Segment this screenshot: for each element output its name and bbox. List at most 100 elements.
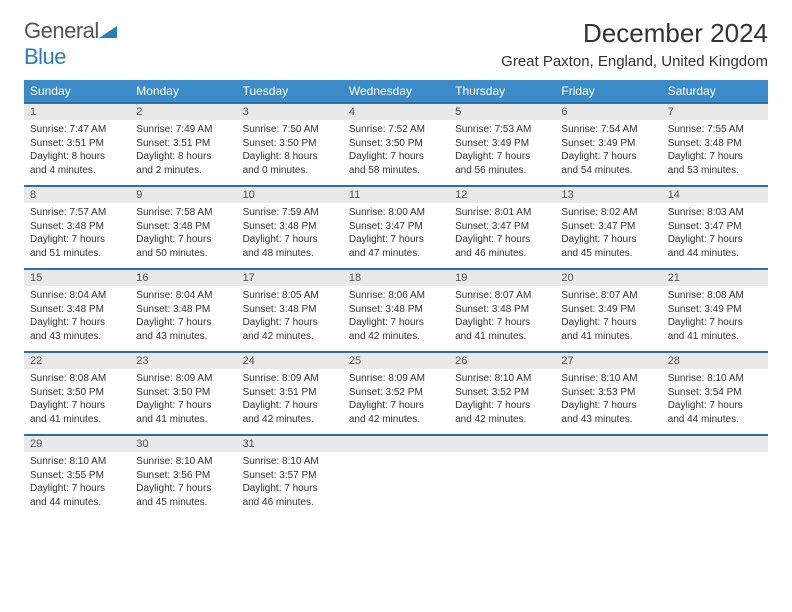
sunrise-text: Sunrise: 8:01 AM — [455, 206, 549, 220]
weekday-header-row: Sunday Monday Tuesday Wednesday Thursday… — [24, 80, 768, 103]
sunset-text: Sunset: 3:48 PM — [136, 303, 230, 317]
sunset-text: Sunset: 3:48 PM — [668, 137, 762, 151]
day-body — [662, 452, 768, 512]
day-body: Sunrise: 8:03 AMSunset: 3:47 PMDaylight:… — [662, 203, 768, 268]
header: General Blue December 2024 Great Paxton,… — [24, 18, 768, 70]
day-cell: 23Sunrise: 8:09 AMSunset: 3:50 PMDayligh… — [130, 352, 236, 435]
daylight-text-2: and 41 minutes. — [561, 330, 655, 344]
daylight-text-2: and 48 minutes. — [243, 247, 337, 261]
sunset-text: Sunset: 3:50 PM — [136, 386, 230, 400]
daylight-text-1: Daylight: 7 hours — [455, 399, 549, 413]
daylight-text-1: Daylight: 7 hours — [243, 482, 337, 496]
day-number: 1 — [24, 104, 130, 120]
daylight-text-1: Daylight: 8 hours — [30, 150, 124, 164]
day-body: Sunrise: 8:10 AMSunset: 3:54 PMDaylight:… — [662, 369, 768, 434]
day-cell: 22Sunrise: 8:08 AMSunset: 3:50 PMDayligh… — [24, 352, 130, 435]
day-cell — [662, 435, 768, 517]
sunrise-text: Sunrise: 8:09 AM — [349, 372, 443, 386]
weekday-header: Wednesday — [343, 80, 449, 103]
sunset-text: Sunset: 3:47 PM — [668, 220, 762, 234]
day-body: Sunrise: 8:09 AMSunset: 3:52 PMDaylight:… — [343, 369, 449, 434]
day-cell: 4Sunrise: 7:52 AMSunset: 3:50 PMDaylight… — [343, 103, 449, 186]
sunset-text: Sunset: 3:47 PM — [561, 220, 655, 234]
sunrise-text: Sunrise: 7:59 AM — [243, 206, 337, 220]
day-body: Sunrise: 8:01 AMSunset: 3:47 PMDaylight:… — [449, 203, 555, 268]
sunset-text: Sunset: 3:47 PM — [349, 220, 443, 234]
day-number: 30 — [130, 436, 236, 452]
sunset-text: Sunset: 3:49 PM — [561, 303, 655, 317]
day-number — [343, 436, 449, 452]
day-cell: 7Sunrise: 7:55 AMSunset: 3:48 PMDaylight… — [662, 103, 768, 186]
sunset-text: Sunset: 3:55 PM — [30, 469, 124, 483]
day-number: 18 — [343, 270, 449, 286]
day-body: Sunrise: 8:08 AMSunset: 3:50 PMDaylight:… — [24, 369, 130, 434]
sunrise-text: Sunrise: 8:05 AM — [243, 289, 337, 303]
day-number: 28 — [662, 353, 768, 369]
day-body: Sunrise: 7:59 AMSunset: 3:48 PMDaylight:… — [237, 203, 343, 268]
day-number: 11 — [343, 187, 449, 203]
day-body: Sunrise: 7:53 AMSunset: 3:49 PMDaylight:… — [449, 120, 555, 185]
daylight-text-2: and 41 minutes. — [668, 330, 762, 344]
daylight-text-2: and 42 minutes. — [349, 413, 443, 427]
sunset-text: Sunset: 3:48 PM — [349, 303, 443, 317]
sunset-text: Sunset: 3:48 PM — [136, 220, 230, 234]
day-cell: 27Sunrise: 8:10 AMSunset: 3:53 PMDayligh… — [555, 352, 661, 435]
day-number: 10 — [237, 187, 343, 203]
day-cell: 28Sunrise: 8:10 AMSunset: 3:54 PMDayligh… — [662, 352, 768, 435]
day-cell: 20Sunrise: 8:07 AMSunset: 3:49 PMDayligh… — [555, 269, 661, 352]
sunset-text: Sunset: 3:48 PM — [243, 303, 337, 317]
daylight-text-1: Daylight: 7 hours — [668, 316, 762, 330]
daylight-text-1: Daylight: 7 hours — [243, 316, 337, 330]
day-number: 24 — [237, 353, 343, 369]
sunset-text: Sunset: 3:54 PM — [668, 386, 762, 400]
daylight-text-1: Daylight: 7 hours — [349, 150, 443, 164]
sunset-text: Sunset: 3:53 PM — [561, 386, 655, 400]
day-number: 9 — [130, 187, 236, 203]
daylight-text-2: and 46 minutes. — [455, 247, 549, 261]
day-body: Sunrise: 7:52 AMSunset: 3:50 PMDaylight:… — [343, 120, 449, 185]
daylight-text-1: Daylight: 7 hours — [30, 399, 124, 413]
day-cell: 18Sunrise: 8:06 AMSunset: 3:48 PMDayligh… — [343, 269, 449, 352]
sunrise-text: Sunrise: 8:10 AM — [243, 455, 337, 469]
sunrise-text: Sunrise: 8:10 AM — [455, 372, 549, 386]
day-body: Sunrise: 8:10 AMSunset: 3:53 PMDaylight:… — [555, 369, 661, 434]
logo: General Blue — [24, 18, 117, 70]
weekday-header: Tuesday — [237, 80, 343, 103]
daylight-text-1: Daylight: 8 hours — [243, 150, 337, 164]
sunrise-text: Sunrise: 7:49 AM — [136, 123, 230, 137]
day-cell: 25Sunrise: 8:09 AMSunset: 3:52 PMDayligh… — [343, 352, 449, 435]
day-cell: 29Sunrise: 8:10 AMSunset: 3:55 PMDayligh… — [24, 435, 130, 517]
daylight-text-2: and 4 minutes. — [30, 164, 124, 178]
day-cell: 2Sunrise: 7:49 AMSunset: 3:51 PMDaylight… — [130, 103, 236, 186]
title-block: December 2024 Great Paxton, England, Uni… — [501, 18, 768, 70]
weekday-header: Thursday — [449, 80, 555, 103]
sunrise-text: Sunrise: 8:00 AM — [349, 206, 443, 220]
daylight-text-1: Daylight: 7 hours — [136, 482, 230, 496]
day-number: 8 — [24, 187, 130, 203]
logo-word2: Blue — [24, 44, 66, 69]
daylight-text-2: and 53 minutes. — [668, 164, 762, 178]
sunrise-text: Sunrise: 8:10 AM — [561, 372, 655, 386]
daylight-text-1: Daylight: 7 hours — [561, 316, 655, 330]
day-cell: 16Sunrise: 8:04 AMSunset: 3:48 PMDayligh… — [130, 269, 236, 352]
day-body: Sunrise: 8:10 AMSunset: 3:52 PMDaylight:… — [449, 369, 555, 434]
daylight-text-1: Daylight: 7 hours — [243, 233, 337, 247]
sunrise-text: Sunrise: 8:08 AM — [30, 372, 124, 386]
daylight-text-2: and 42 minutes. — [243, 413, 337, 427]
day-body: Sunrise: 8:04 AMSunset: 3:48 PMDaylight:… — [24, 286, 130, 351]
day-number: 16 — [130, 270, 236, 286]
daylight-text-1: Daylight: 8 hours — [136, 150, 230, 164]
day-cell: 14Sunrise: 8:03 AMSunset: 3:47 PMDayligh… — [662, 186, 768, 269]
day-cell: 10Sunrise: 7:59 AMSunset: 3:48 PMDayligh… — [237, 186, 343, 269]
daylight-text-2: and 42 minutes. — [243, 330, 337, 344]
day-body: Sunrise: 7:47 AMSunset: 3:51 PMDaylight:… — [24, 120, 130, 185]
sunset-text: Sunset: 3:52 PM — [455, 386, 549, 400]
day-cell: 24Sunrise: 8:09 AMSunset: 3:51 PMDayligh… — [237, 352, 343, 435]
sunset-text: Sunset: 3:49 PM — [455, 137, 549, 151]
day-number: 13 — [555, 187, 661, 203]
sunrise-text: Sunrise: 8:09 AM — [136, 372, 230, 386]
day-number: 12 — [449, 187, 555, 203]
day-cell: 21Sunrise: 8:08 AMSunset: 3:49 PMDayligh… — [662, 269, 768, 352]
day-cell: 12Sunrise: 8:01 AMSunset: 3:47 PMDayligh… — [449, 186, 555, 269]
day-number: 3 — [237, 104, 343, 120]
